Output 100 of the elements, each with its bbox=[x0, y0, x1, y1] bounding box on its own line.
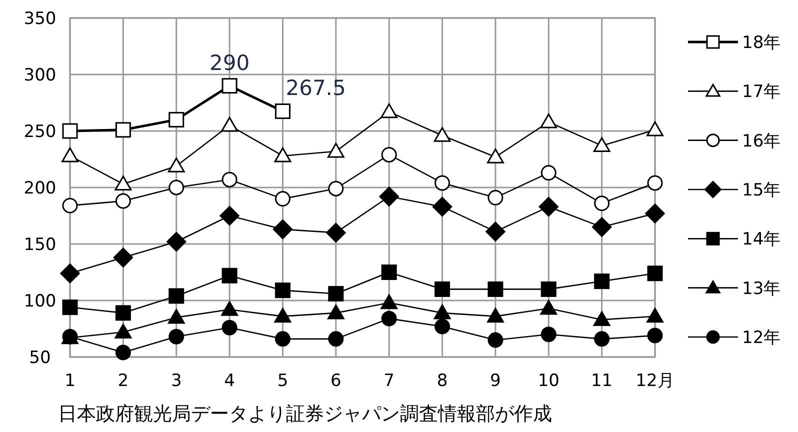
y-tick-label: 350 bbox=[24, 9, 56, 29]
point bbox=[327, 142, 344, 158]
point bbox=[222, 172, 238, 188]
x-tick-label: 2 bbox=[118, 371, 129, 391]
point bbox=[326, 222, 346, 243]
x-tick-label: 1 bbox=[64, 371, 76, 391]
data-label: 290 bbox=[210, 50, 250, 75]
point bbox=[488, 332, 504, 348]
x-tick-label: 4 bbox=[224, 371, 235, 391]
point bbox=[381, 146, 397, 162]
point bbox=[645, 204, 665, 224]
point bbox=[488, 190, 504, 206]
point bbox=[434, 281, 450, 297]
x-tick-label: 12月 bbox=[636, 371, 674, 391]
point bbox=[274, 331, 290, 347]
point bbox=[168, 309, 185, 324]
point bbox=[222, 320, 238, 336]
point bbox=[593, 137, 610, 152]
point bbox=[379, 186, 399, 206]
point bbox=[594, 331, 610, 347]
point bbox=[114, 324, 132, 338]
point bbox=[115, 193, 131, 209]
point bbox=[115, 122, 131, 138]
x-tick-label: 11 bbox=[591, 371, 613, 391]
point bbox=[168, 112, 184, 128]
x-tick-label: 7 bbox=[384, 371, 395, 391]
point bbox=[594, 196, 610, 212]
y-tick-label: 250 bbox=[24, 122, 56, 142]
point bbox=[592, 217, 612, 237]
point bbox=[114, 176, 132, 190]
point bbox=[488, 281, 504, 297]
point bbox=[381, 310, 397, 326]
point bbox=[594, 274, 610, 290]
y-tick-label: 100 bbox=[24, 292, 56, 312]
point bbox=[274, 147, 292, 162]
x-tick-label: 8 bbox=[436, 371, 448, 391]
point bbox=[222, 268, 238, 284]
point bbox=[115, 344, 131, 360]
point bbox=[538, 196, 558, 217]
legend-label: 17年 bbox=[742, 82, 781, 102]
point bbox=[222, 78, 238, 94]
point bbox=[62, 300, 78, 316]
point bbox=[168, 180, 184, 196]
point bbox=[115, 305, 131, 321]
point bbox=[647, 328, 663, 344]
y-tick-label: 50 bbox=[29, 348, 51, 368]
x-tick-label: 6 bbox=[330, 371, 342, 391]
point bbox=[380, 103, 398, 118]
y-tick-label: 150 bbox=[24, 235, 56, 255]
y-tick-label: 200 bbox=[24, 178, 56, 198]
point bbox=[593, 311, 610, 326]
point bbox=[221, 116, 238, 132]
x-tick-label: 3 bbox=[170, 371, 182, 391]
point bbox=[540, 114, 558, 128]
point bbox=[647, 175, 663, 191]
point bbox=[432, 196, 452, 217]
point bbox=[540, 326, 556, 342]
point bbox=[487, 308, 504, 323]
point bbox=[646, 121, 664, 136]
point bbox=[166, 232, 186, 252]
legend-label: 16年 bbox=[742, 131, 781, 152]
point bbox=[62, 198, 78, 214]
x-tick-label: 9 bbox=[490, 371, 501, 391]
point bbox=[62, 123, 78, 139]
point bbox=[274, 103, 290, 119]
point bbox=[274, 282, 290, 298]
point bbox=[274, 308, 292, 323]
point bbox=[434, 304, 451, 320]
point bbox=[328, 286, 344, 302]
point bbox=[434, 175, 450, 191]
point bbox=[272, 219, 293, 240]
point bbox=[540, 281, 556, 297]
point bbox=[328, 180, 344, 196]
legend-label: 12年 bbox=[742, 328, 781, 348]
point bbox=[380, 294, 398, 310]
data-label: 267.5 bbox=[286, 76, 346, 100]
point bbox=[434, 127, 451, 142]
point bbox=[113, 248, 134, 268]
point bbox=[381, 264, 397, 280]
point bbox=[221, 301, 238, 316]
point bbox=[647, 266, 663, 282]
y-tick-label: 300 bbox=[24, 66, 56, 86]
point bbox=[487, 148, 504, 164]
point bbox=[434, 318, 450, 334]
point bbox=[168, 328, 184, 344]
point bbox=[486, 222, 506, 242]
point bbox=[62, 147, 78, 162]
legend-label: 13年 bbox=[742, 278, 781, 299]
x-tick-label: 5 bbox=[277, 371, 288, 391]
text: 日本政府観光局データより証券ジャパン調査情報部が作成 bbox=[58, 403, 552, 425]
point bbox=[540, 300, 558, 315]
x-tick-label: 10 bbox=[538, 371, 560, 391]
point bbox=[274, 191, 290, 207]
legend-label: 15年 bbox=[742, 180, 781, 200]
point bbox=[327, 304, 344, 320]
point bbox=[646, 308, 664, 323]
point bbox=[328, 331, 344, 347]
point bbox=[220, 206, 240, 226]
legend-label: 18年 bbox=[742, 33, 781, 53]
point bbox=[540, 165, 556, 181]
